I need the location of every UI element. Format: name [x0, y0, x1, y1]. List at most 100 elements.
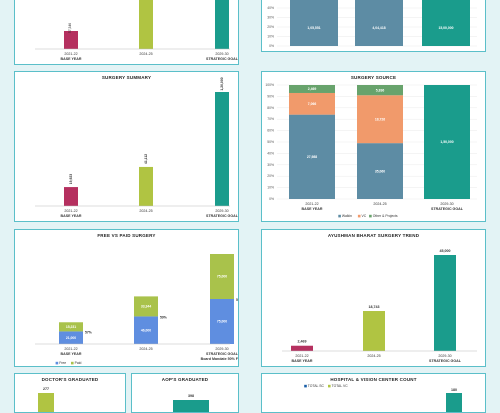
- bar: [363, 311, 385, 351]
- bar: [64, 187, 78, 206]
- free-vs-paid-legend-swatch: [55, 361, 59, 365]
- bar-value-label: 57,346: [68, 23, 72, 33]
- bar-value-label: 2,469: [298, 340, 307, 344]
- y-tick-label: 40%: [267, 151, 274, 155]
- free-vs-paid-x-label: BASE YEAR: [61, 352, 82, 356]
- y-tick-label: 20%: [267, 25, 274, 29]
- chart-hvc: TOTAL SC TOTAL VC 180: [304, 384, 462, 412]
- bar-value-label: 2,469: [308, 87, 317, 91]
- bar-segment: [422, 0, 470, 46]
- y-tick-label: 0%: [269, 197, 274, 201]
- bar-value-label: 398: [188, 394, 194, 398]
- hvc-legend-label: TOTAL VC: [332, 384, 349, 388]
- surgery-source-title: SURGERY SOURCE: [350, 75, 397, 80]
- bar-value-label: 46,000: [141, 328, 151, 332]
- y-tick-label: 60%: [267, 129, 274, 133]
- bar-segment: [290, 0, 338, 46]
- top-left-x-label: BASE YEAR: [61, 57, 82, 61]
- bar-segment: [59, 331, 83, 344]
- y-tick-label: 80%: [267, 106, 274, 110]
- y-tick-label: 90%: [267, 94, 274, 98]
- bar-segment: [357, 95, 403, 144]
- bar: [446, 393, 462, 412]
- surgery-source-x-label: STRATEGIC GOAL: [431, 207, 464, 211]
- bar-value-label: 75,000: [217, 275, 227, 279]
- bar-segment: [357, 85, 403, 96]
- y-tick-label: 30%: [267, 163, 274, 167]
- free-vs-paid-x-label: 2021-22: [64, 347, 77, 351]
- panel-hvc: HOSPITAL & VISION CENTER COUNT TOTAL SC T…: [261, 373, 486, 413]
- hvc-legend-label: TOTAL SC: [308, 384, 325, 388]
- share-label: 57%: [85, 330, 92, 334]
- bar-segment: [134, 316, 158, 344]
- free-vs-paid-title: FREE VS PAID SURGERY: [97, 233, 156, 238]
- bar: [139, 0, 153, 49]
- bar: [38, 393, 54, 412]
- bar-value-label: 1,50,000: [440, 140, 453, 144]
- surgery-summary-x-label: 2029-30: [215, 209, 228, 213]
- bar-value-label: 4,04,418: [372, 26, 385, 30]
- bar: [291, 345, 313, 351]
- bar: [139, 166, 153, 206]
- y-tick-label: 50%: [267, 140, 274, 144]
- ayushman-x-label: 2024-25: [367, 354, 380, 358]
- bar-segment: [134, 296, 158, 317]
- ayushman-x-label: BASE YEAR: [292, 359, 313, 363]
- y-tick-label: 70%: [267, 117, 274, 121]
- surgery-summary-title: SURGERY SUMMARY: [101, 75, 152, 80]
- panel-free-vs-paid: FREE VS PAID SURGERY 21,000 15,231 57% 46,0…: [14, 229, 239, 367]
- bar-segment: [289, 92, 335, 115]
- surgery-source-legend-swatch: [338, 214, 341, 218]
- top-left-x-label: 2021-22: [64, 52, 77, 56]
- chart-surgery-source: 0% 10% 20% 30% 40% 50% 60% 70% 80% 90% 100% 27,988 7…: [265, 83, 477, 218]
- y-tick-label: 10%: [267, 35, 274, 39]
- surgery-source-x-label: BASE YEAR: [302, 207, 323, 211]
- bar-segment: [424, 85, 470, 199]
- bar-value-label: 7,066: [308, 102, 317, 106]
- bar-segment: [210, 254, 234, 299]
- bar-value-label: 33,344: [141, 305, 151, 309]
- y-tick-label: 20%: [267, 174, 274, 178]
- bar-segment: [210, 299, 234, 344]
- chart-free-vs-paid: 21,000 15,231 57% 46,000 33,344 59% 75,000 75,0…: [35, 254, 239, 365]
- bar-segment: [289, 114, 335, 199]
- doctors-title: DOCTOR'S GRADUATED: [41, 377, 99, 382]
- surgery-source-x-label: 2021-22: [305, 202, 318, 206]
- ayushman-x-label: 2021-22: [295, 354, 308, 358]
- surgery-source-legend-label: Other & Projects: [373, 214, 398, 218]
- surgery-summary-x-label: 2021-22: [64, 209, 77, 213]
- free-vs-paid-x-label: 2029-30: [215, 347, 228, 351]
- bar-value-label: 15,00,000: [438, 26, 453, 30]
- panel-surgery-summary: SURGERY SUMMARY 19,923 41,112 1,20,000 2021…: [14, 71, 239, 222]
- bar-value-label: 15,231: [66, 325, 76, 329]
- top-left-x-label: 2024-25: [139, 52, 152, 56]
- chart-aop: 398: [173, 394, 209, 412]
- bar-value-label: 277: [43, 387, 49, 391]
- top-left-x-label: 2029-30: [215, 52, 228, 56]
- hvc-legend-swatch: [304, 384, 307, 388]
- y-tick-label: 100%: [265, 83, 274, 87]
- bar-value-label: 1,20,000: [220, 77, 224, 90]
- bar-value-label: 19,923: [69, 174, 73, 184]
- surgery-source-legend-label: VC: [362, 214, 367, 218]
- top-left-x-label: STRATEGIC GOAL: [206, 57, 239, 61]
- ayushman-x-label: 2029-30: [438, 354, 451, 358]
- bar-segment: [355, 0, 403, 46]
- bar-value-label: 180: [451, 388, 457, 392]
- panel-doctors: DOCTOR'S GRADUATED 277: [14, 373, 126, 413]
- chart-top-right: 0% 10% 20% 30% 40% 50% 1,05,551 4,04,418 15,00,0…: [267, 0, 477, 48]
- bar: [215, 0, 229, 49]
- chart-doctors: 277: [38, 387, 54, 412]
- surgery-source-x-label: 2024-25: [373, 202, 386, 206]
- share-label: 59%: [160, 315, 167, 319]
- share-label: 50%: [236, 298, 239, 302]
- surgery-source-legend-label: Walkin: [342, 214, 352, 218]
- bar-value-label: 75,000: [217, 320, 227, 324]
- panel-top-left: 57,346 2021-22 BASE YEAR 2024-25 2029-30 STRA…: [14, 0, 239, 65]
- hvc-legend-swatch: [328, 384, 331, 388]
- y-tick-label: 10%: [267, 186, 274, 190]
- bar-value-label: 18,743: [369, 305, 380, 309]
- bar-value-label: 45,000: [440, 249, 451, 253]
- free-vs-paid-legend-swatch: [71, 361, 74, 365]
